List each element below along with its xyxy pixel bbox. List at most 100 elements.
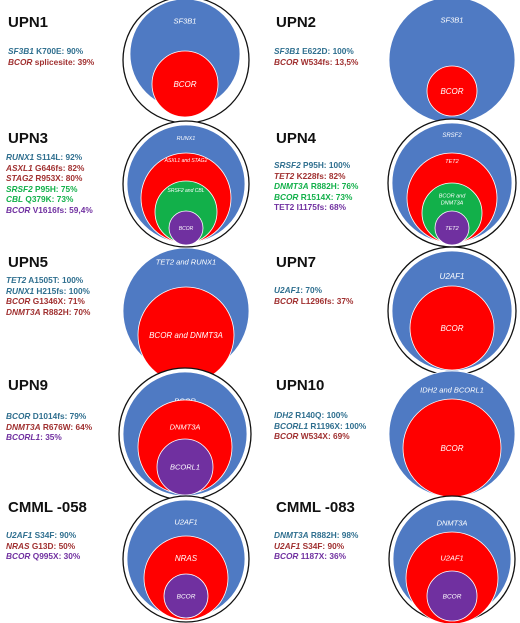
mutation-gene: CBL [6,194,24,205]
clone-label: SF3B1 [441,16,464,25]
mutation-entry: CBL Q379K: 73% [6,194,73,204]
panel-title: UPN10 [276,377,325,394]
mutation-detail: I1175fs: 68% [294,202,346,213]
mutation-gene: BCOR [6,296,31,307]
clone-label: SF3B1 [174,17,197,26]
mutation-entry: TET2 A1505T: 100% [6,275,83,285]
panel-title: CMML -083 [276,499,355,516]
mutation-entry: DNMT3A R882H: 76% [274,181,358,191]
clone-label: SRSF2 and CBL [168,188,205,194]
clone-label: BCOR [440,444,463,453]
mutation-detail: G646fs: 82% [32,162,85,173]
clone-circle [156,438,214,496]
mutation-gene: BCOR [6,551,31,562]
clone-label: BCOR [177,593,196,600]
mutation-gene: DNMT3A [6,306,41,317]
mutation-entry: IDH2 R140Q: 100% [274,410,348,420]
mutation-gene: BCOR [6,205,31,215]
mutation-entry: BCOR 1187X: 36% [274,551,346,561]
mutation-gene: DNMT3A [274,530,309,540]
panel-title: UPN5 [8,254,49,271]
mutation-detail: R1196X: 100% [308,420,367,431]
mutation-detail: : 70% [300,285,322,295]
panel-title: UPN1 [8,14,49,31]
mutation-detail: : 35% [40,432,62,443]
clone-label: BCOR and DNMT3A [149,331,223,340]
mutation-gene: NRAS [6,540,30,551]
mutation-detail: R882H: 70% [40,306,91,317]
mutation-gene: BCOR [274,295,299,306]
mutation-gene: RUNX1 [6,285,35,296]
mutation-detail: D1014fs: 79% [30,411,87,421]
mutation-gene: SRSF2 [274,160,301,170]
mutation-gene: BCOR [274,56,299,67]
mutation-entry: BCOR W534fs: 13,5% [274,57,358,67]
mutation-detail: K228fs: 82% [294,170,346,181]
panel-title: UPN2 [276,14,317,31]
mutation-detail: L1296fs: 37% [298,295,354,306]
mutation-detail: S34F: 90% [300,540,345,551]
mutation-detail: R953X: 80% [33,173,83,184]
mutation-entry: STAG2 R953X: 80% [6,173,82,183]
mutation-entry: BCOR G1346X: 71% [6,296,85,306]
mutation-gene: U2AF1 [274,540,301,551]
clone-circle [151,50,219,118]
clone-label: SRSF2 [442,133,462,139]
mutation-entry: SF3B1 K700E: 90% [8,46,83,56]
clone-label: DNMT3A [441,200,464,206]
mutation-detail: Q379K: 73% [23,194,74,205]
mutation-gene: IDH2 [274,410,293,420]
mutation-gene: SRSF2 [6,183,33,194]
mutation-detail: A1505T: 100% [26,275,84,285]
mutation-detail: R140Q: 100% [292,410,348,420]
mutation-gene: TET2 [6,275,27,285]
clone-circle [426,65,478,117]
mutation-detail: P95H: 75% [32,183,78,194]
mutation-entry: BCOR L1296fs: 37% [274,296,353,306]
mutation-entry: BCOR Q995X: 30% [6,551,80,561]
mutation-detail: R882H: 76% [308,181,359,192]
clone-circle [434,210,470,246]
mutation-entry: SRSF2 P95H: 100% [274,160,350,170]
mutation-detail: W534fs: 13,5% [298,56,359,67]
mutation-entry: BCOR splicesite: 39% [8,57,94,67]
clone-label: BCOR and [439,193,467,199]
mutation-detail: R676W: 64% [40,421,93,432]
mutation-detail: W534X: 69% [298,431,350,442]
clone-label: BCOR [440,87,463,96]
clone-label: NRAS [175,554,198,563]
mutation-entry: SF3B1 E622D: 100% [274,46,354,56]
mutation-gene: BCOR [6,411,31,421]
panel-title: CMML -058 [8,499,87,516]
mutation-entry: U2AF1: 70% [274,285,322,295]
mutation-gene: STAG2 [6,173,34,184]
mutation-detail: Q995X: 30% [30,551,81,562]
mutation-gene: BCOR [274,551,299,562]
mutation-entry: RUNX1 H215fs: 100% [6,286,90,296]
clone-label: RUNX1 [177,136,196,142]
mutation-detail: P95H: 100% [300,160,351,170]
mutation-gene: BCOR [274,431,299,442]
mutation-detail: H215fs: 100% [34,285,90,296]
panel-title: UPN4 [276,130,317,147]
mutation-entry: DNMT3A R882H: 70% [6,307,90,317]
mutation-entry: U2AF1 S34F: 90% [274,541,344,551]
mutation-detail: K700E: 90% [33,46,84,56]
clone-label: DNMT3A [437,519,468,528]
clone-label: IDH2 and BCORL1 [420,386,484,395]
clone-label: BCOR [443,593,462,600]
mutation-detail: S34F: 90% [32,530,77,540]
mutation-entry: BCOR R1514X: 73% [274,192,352,202]
clone-label: BCOR [179,226,194,232]
mutation-gene: DNMT3A [274,181,309,192]
mutation-gene: ASXL1 [6,162,33,173]
mutation-entry: DNMT3A R676W: 64% [6,422,92,432]
mutation-gene: BCOR [8,56,33,67]
mutation-detail: V1616fs: 59,4% [30,205,93,215]
mutation-detail: 1187X: 36% [298,551,346,562]
mutation-detail: E622D: 100% [299,46,354,56]
mutation-gene: TET2 [274,170,295,181]
mutation-gene: SF3B1 [8,46,34,56]
mutation-entry: DNMT3A R882H: 98% [274,530,358,540]
